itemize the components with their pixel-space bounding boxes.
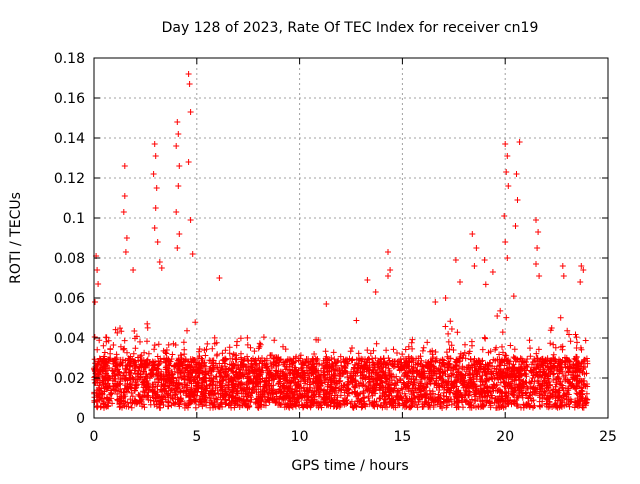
plot-frame — [93, 57, 609, 419]
y-tick-label: 0.18 — [54, 51, 85, 67]
x-tick-label: 10 — [291, 429, 309, 445]
x-tick-label: 5 — [192, 429, 201, 445]
data-point — [91, 71, 591, 411]
x-tick-label: 20 — [496, 429, 514, 445]
y-tick-label: 0.1 — [63, 211, 85, 227]
y-tick-label: 0.16 — [54, 91, 85, 107]
grid-lines — [94, 58, 608, 418]
x-tick-label: 25 — [599, 429, 617, 445]
chart-title: Day 128 of 2023, Rate Of TEC Index for r… — [162, 20, 539, 36]
y-tick-label: 0.04 — [54, 331, 85, 347]
y-tick-label: 0.08 — [54, 251, 85, 267]
axes: 0 5 10 15 20 25 0 0.02 0.04 0.06 0.08 0.1 0.12 0.14 0.… — [54, 51, 617, 445]
y-tick-label: 0.02 — [54, 371, 85, 387]
x-tick-label: 15 — [393, 429, 411, 445]
y-tick-label: 0 — [76, 411, 85, 427]
y-tick-label: 0.12 — [54, 171, 85, 187]
x-axis-label: GPS time / hours — [291, 458, 408, 474]
y-tick-label: 0.14 — [54, 131, 85, 147]
x-tick-label: 0 — [90, 429, 99, 445]
data-points — [91, 71, 591, 411]
y-tick-label: 0.06 — [54, 291, 85, 307]
y-axis-label: ROTI / TECUs — [8, 192, 24, 284]
